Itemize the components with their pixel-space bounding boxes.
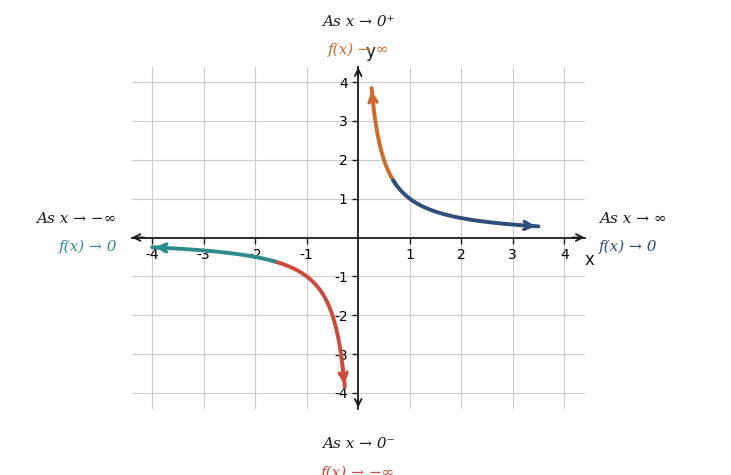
Text: f(x) → 0: f(x) → 0 xyxy=(58,240,117,254)
Text: As x → −∞: As x → −∞ xyxy=(37,212,117,226)
Text: f(x) → −∞: f(x) → −∞ xyxy=(321,466,395,475)
Text: f(x) → ∞: f(x) → ∞ xyxy=(327,43,389,57)
Text: As x → 0⁻: As x → 0⁻ xyxy=(322,437,395,451)
Text: As x → 0⁺: As x → 0⁺ xyxy=(322,15,395,28)
Text: x: x xyxy=(585,251,595,269)
Text: y: y xyxy=(366,43,376,61)
Text: As x → ∞: As x → ∞ xyxy=(599,212,667,226)
Text: f(x) → 0: f(x) → 0 xyxy=(599,240,658,254)
